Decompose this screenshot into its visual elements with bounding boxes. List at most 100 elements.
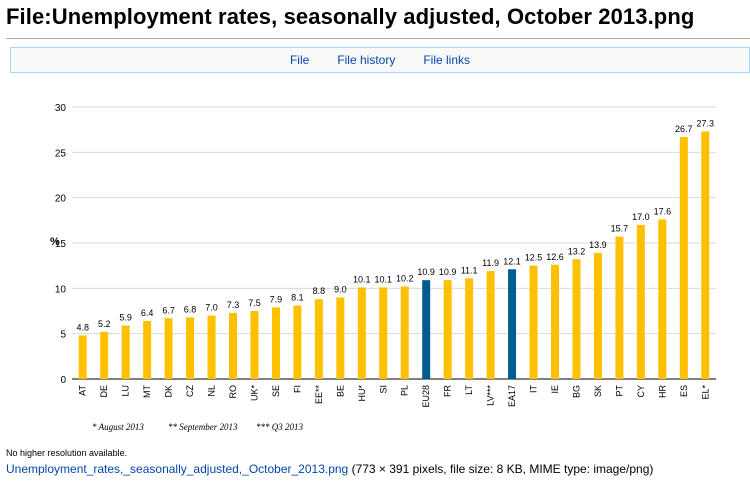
- bar-ro: [229, 312, 237, 379]
- bar-sk: [593, 252, 602, 379]
- x-tick-label: IE: [550, 385, 560, 394]
- y-tick-label: 20: [55, 194, 67, 205]
- data-label: 17.6: [654, 206, 672, 216]
- data-label: 27.3: [697, 118, 715, 128]
- bar-hu: [357, 287, 366, 379]
- chart-image[interactable]: 0 5 10 15 20 25 30 4.8 5.2 5.9 6.4 6.7 6.8 7.0 7.3 7.5…: [0, 92, 750, 442]
- y-tick-label: 5: [60, 330, 66, 341]
- bar-chart: 0 5 10 15 20 25 30 4.8 5.2 5.9 6.4 6.7 6.8 7.0 7.3 7.5…: [50, 103, 716, 432]
- bar-pl: [400, 286, 409, 379]
- x-tick-label: BG: [571, 385, 581, 398]
- data-label: 7.9: [270, 294, 283, 304]
- x-tick-label: IT: [529, 384, 539, 393]
- bar-bg: [572, 259, 581, 379]
- data-label: 10.9: [417, 267, 435, 277]
- bar-ie: [551, 264, 559, 379]
- data-label: 7.5: [248, 298, 261, 308]
- data-label: 17.0: [632, 212, 650, 222]
- bar-fr: [443, 280, 452, 379]
- y-tick-label: 10: [55, 284, 67, 295]
- tab-file-links[interactable]: File links: [423, 53, 471, 67]
- x-tick-label: EL*: [700, 385, 710, 400]
- data-label: 15.7: [611, 224, 629, 234]
- bar-uk: [250, 311, 259, 379]
- page-title: File:Unemployment rates, seasonally adju…: [6, 4, 695, 29]
- x-tick-label: FI: [292, 385, 302, 393]
- bar-el: [701, 131, 710, 379]
- data-label: 8.1: [291, 293, 304, 303]
- bar-es: [679, 136, 688, 379]
- title-divider: [6, 38, 750, 39]
- data-label: 12.1: [503, 256, 521, 266]
- bar-fi: [293, 305, 302, 379]
- data-label: 9.0: [334, 284, 347, 294]
- bar-nl: [207, 315, 216, 379]
- data-label: 12.5: [525, 253, 543, 263]
- x-tick-label: PT: [614, 385, 624, 397]
- x-tick-label: UK*: [249, 385, 259, 402]
- bar-lv: [486, 271, 495, 379]
- data-label: 5.2: [98, 319, 111, 329]
- x-tick-label: SK: [593, 385, 603, 397]
- x-tick-label: LU: [121, 385, 131, 397]
- data-label: 7.3: [227, 300, 240, 310]
- x-tick-label: PL: [400, 385, 410, 396]
- bar-pt: [615, 236, 624, 379]
- bar-ea17: [508, 269, 517, 379]
- bar-at: [78, 335, 87, 379]
- data-label: 11.9: [482, 258, 499, 268]
- x-tick-label: AT: [78, 385, 88, 396]
- x-tick-label: BE: [335, 385, 345, 397]
- x-tick-label: RO: [228, 385, 238, 399]
- data-label: 10.1: [375, 274, 393, 284]
- bar-lt: [465, 278, 474, 379]
- data-label: 26.7: [675, 124, 693, 134]
- x-tick-label: EE**: [314, 385, 324, 405]
- tab-file-history[interactable]: File history: [337, 53, 396, 67]
- y-tick-label: 0: [60, 375, 66, 386]
- data-label: 6.7: [162, 305, 175, 315]
- x-tick-label: MT: [142, 385, 152, 398]
- resolution-note: No higher resolution available.: [6, 448, 128, 458]
- data-label: 13.9: [589, 240, 607, 250]
- data-label: 8.8: [313, 286, 326, 296]
- bar-eu28: [422, 280, 431, 379]
- y-axis-label: %: [50, 236, 60, 248]
- x-tick-label: DK: [164, 385, 174, 398]
- data-label: 6.4: [141, 308, 154, 318]
- file-info: Unemployment_rates,_seasonally_adjusted,…: [6, 462, 653, 476]
- bar-se: [271, 307, 280, 379]
- bar-lu: [121, 325, 130, 379]
- x-tick-label: SI: [378, 385, 388, 394]
- x-tick-label: FR: [443, 385, 453, 397]
- data-label: 4.8: [76, 322, 89, 332]
- x-tick-label: CZ: [185, 385, 195, 397]
- bar-it: [529, 265, 538, 379]
- data-label: 10.9: [439, 267, 457, 277]
- data-label: 12.6: [546, 252, 564, 262]
- data-label: 7.0: [205, 303, 218, 313]
- bar-cy: [636, 224, 645, 379]
- data-label: 13.2: [568, 246, 586, 256]
- bar-de: [100, 331, 109, 379]
- x-tick-label: CY: [636, 385, 646, 398]
- bar-be: [336, 297, 345, 379]
- x-tick-label: SE: [271, 385, 281, 397]
- file-link[interactable]: Unemployment_rates,_seasonally_adjusted,…: [6, 462, 349, 476]
- file-section-nav: File File history File links: [10, 47, 750, 73]
- data-label: 10.2: [396, 274, 414, 284]
- tab-file[interactable]: File: [289, 53, 310, 67]
- x-tick-label: LT: [464, 385, 474, 395]
- data-label: 10.1: [353, 274, 371, 284]
- y-tick-label: 25: [55, 148, 67, 159]
- x-tick-label: EA17: [507, 385, 517, 407]
- file-meta: (773 × 391 pixels, file size: 8 KB, MIME…: [348, 462, 654, 476]
- data-label: 11.1: [461, 265, 478, 275]
- x-tick-label: EU28: [421, 385, 431, 408]
- x-tick-label: NL: [207, 385, 217, 397]
- x-tick-label: HU*: [357, 385, 367, 402]
- x-tick-label: DE: [99, 385, 109, 398]
- footnote: ** September 2013: [168, 422, 238, 432]
- footnote: * August 2013: [92, 422, 144, 432]
- y-tick-label: 15: [55, 239, 67, 250]
